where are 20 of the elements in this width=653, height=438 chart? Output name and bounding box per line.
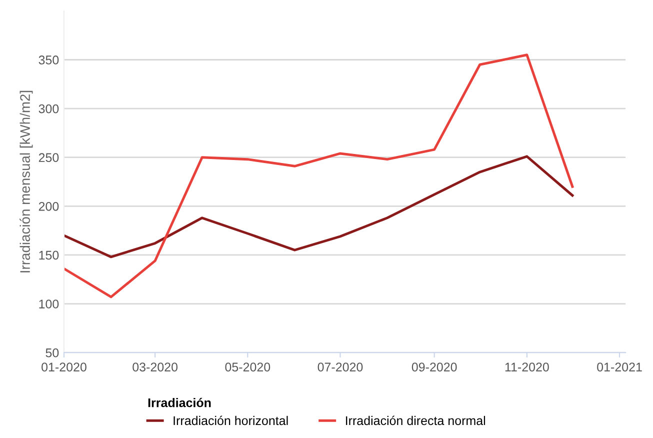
- x-tick-label: 01-2021: [597, 362, 642, 372]
- line-series: [64, 155, 574, 258]
- y-tick-label: 200: [38, 202, 59, 211]
- y-tick-label: 50: [46, 348, 59, 358]
- y-tick-label: 350: [38, 56, 59, 64]
- x-tick-label: 11-2020: [505, 362, 549, 372]
- y-tick-label: 150: [39, 250, 59, 260]
- x-tick-label: 07-2020: [318, 362, 363, 372]
- y-tick-label: 300: [38, 104, 59, 114]
- x-tick-label: 03-2020: [132, 362, 178, 372]
- legend-title: Irradiación: [148, 398, 211, 408]
- y-tick-label: 100: [39, 300, 59, 308]
- x-tick-label: 09-2020: [412, 362, 457, 372]
- legend-label: Irradiación directa normal: [346, 416, 486, 426]
- legend-label: Irradiación horizontal: [174, 416, 288, 426]
- x-tick-label: 05-2020: [225, 362, 270, 372]
- x-tick-label: 01-2020: [42, 362, 86, 372]
- y-tick-label: 250: [38, 153, 59, 162]
- line-series: [64, 54, 574, 298]
- y-axis-title: Irradiación mensual [kWh/m2]: [20, 90, 33, 272]
